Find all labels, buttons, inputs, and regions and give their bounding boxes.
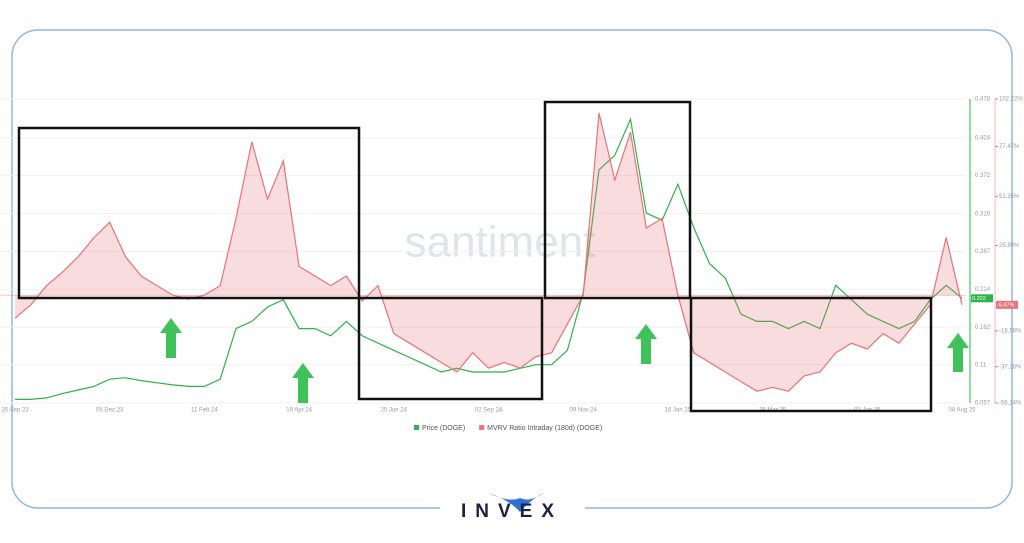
frame — [11, 29, 1013, 509]
legend-label: MVRV Ratio Intraday (180d) (DOGE) — [487, 425, 602, 432]
logo-swoosh — [488, 492, 545, 512]
y-tick-label: 0.319 — [975, 211, 991, 217]
x-tick-label: 16 Jan 25 — [665, 408, 692, 414]
series-line — [15, 117, 963, 400]
current-badge — [996, 300, 1018, 309]
y-tick-label: 0.372 — [975, 173, 991, 179]
arrow — [292, 363, 314, 403]
arrow — [160, 318, 182, 358]
y2-tick-label: 77.47% — [999, 144, 1020, 150]
box — [689, 296, 933, 413]
highlight-boxes — [17, 100, 933, 413]
legend-swatch — [479, 425, 485, 430]
x-tick-label: 11 Feb 24 — [191, 408, 218, 414]
y2-tick-label: 102.22% — [999, 97, 1023, 103]
legend-swatch — [414, 425, 419, 430]
y-tick-label: 0.11 — [975, 362, 987, 368]
y-tick-label: 0.162 — [975, 325, 991, 331]
y2-tick-label: 51.35% — [999, 194, 1020, 200]
area — [15, 112, 962, 392]
plot: 0.057 0.11 0.162 0.214 0.267 0.319 0.372 0.424 0… — [0, 97, 1023, 414]
y-tick-label: 0.214 — [975, 287, 991, 293]
y-tick-label: 0.267 — [975, 249, 991, 255]
logo: INVEX — [461, 501, 563, 522]
x-tick-label: 02 Sep 24 — [475, 408, 503, 414]
y-tick-label: 0.424 — [975, 136, 991, 142]
y2-tick-label: -37.26% — [999, 364, 1022, 370]
series-line — [14, 112, 963, 392]
x-tick-label: 08 Aug 25 — [948, 408, 976, 414]
x-tick-label: 26 Sep 23 — [1, 408, 29, 414]
watermark: santiment — [405, 218, 596, 267]
arrow — [947, 333, 969, 372]
y2-tick-label: -18.58% — [999, 328, 1022, 334]
y2-tick-label: -56.14% — [999, 401, 1022, 407]
x-tick-label: 19 Apr 24 — [286, 408, 312, 414]
y-tick-label: 0.057 — [975, 401, 991, 407]
arrow — [635, 324, 657, 364]
y2-tick-label: 25.89% — [999, 243, 1020, 249]
box — [17, 126, 361, 300]
legend: Price (DOGE) MVRV Ratio Intraday (180d) (… — [414, 425, 602, 432]
current-badge — [971, 294, 993, 303]
arrows — [160, 318, 969, 403]
y-tick-label: 0.478 — [975, 97, 991, 103]
legend-label: Price (DOGE) — [422, 425, 465, 432]
box — [543, 100, 692, 300]
logo-bg — [440, 500, 585, 522]
box — [357, 296, 544, 401]
current-label: -6.47% — [997, 302, 1015, 308]
x-tick-label: 05 Dec 23 — [96, 408, 124, 414]
current-label: 0.202 — [972, 296, 986, 302]
x-tick-label: 09 Nov 24 — [570, 408, 598, 414]
x-tick-label: 25 Jun 24 — [381, 408, 408, 414]
